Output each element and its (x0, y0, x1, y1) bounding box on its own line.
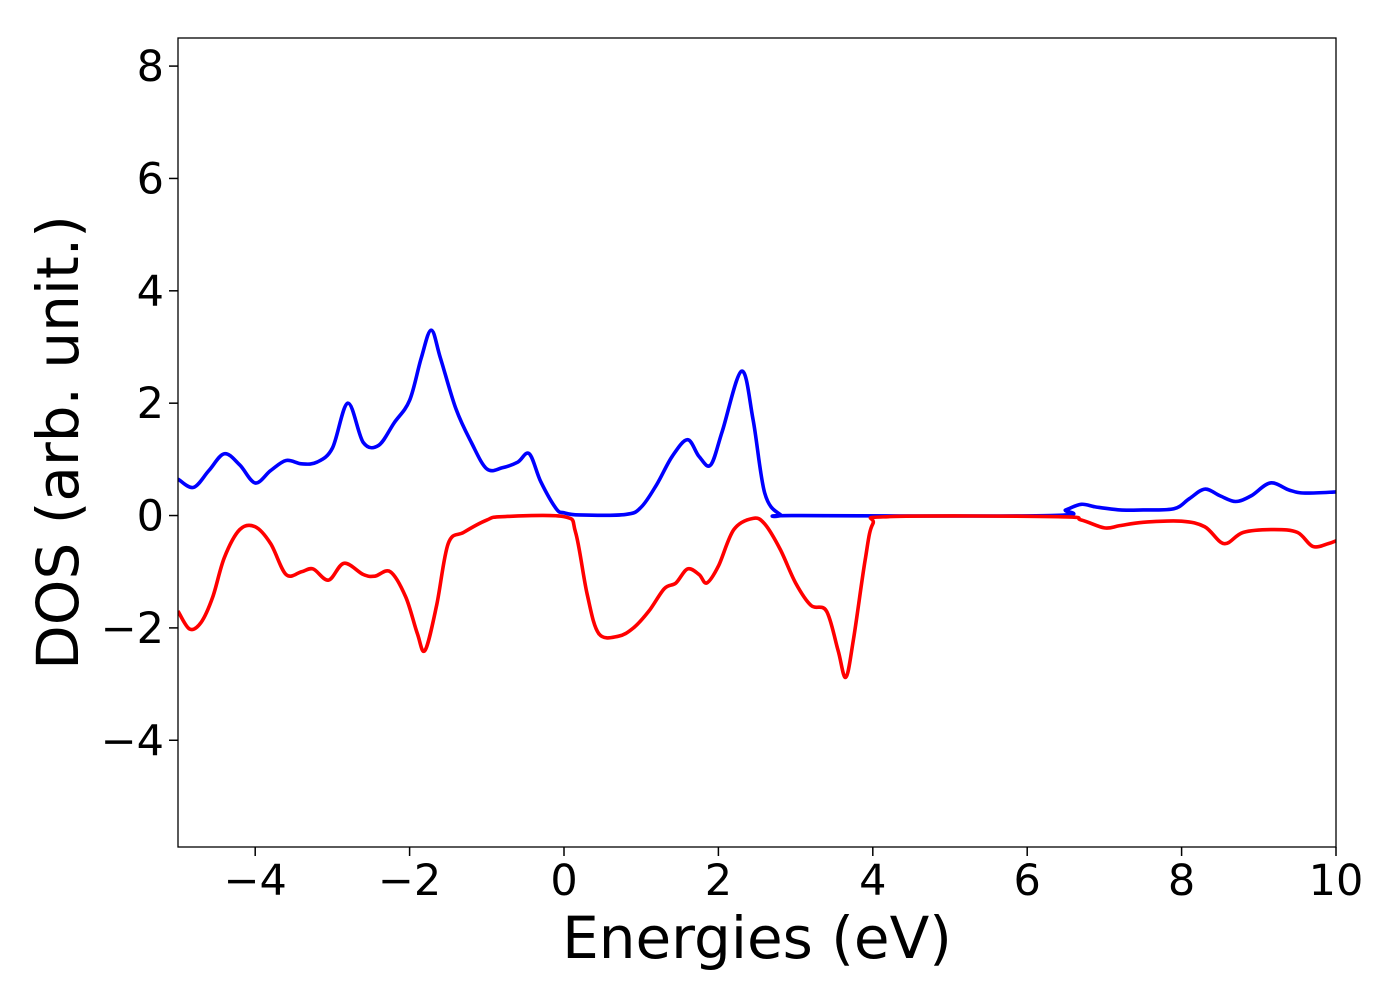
y-tick-label: 8 (137, 42, 164, 92)
x-axis: −4 −2 0 2 4 6 8 10 (224, 847, 1364, 906)
y-tick-label: 4 (137, 267, 164, 317)
x-tick-label: 0 (550, 856, 577, 906)
series-layer (178, 328, 1336, 680)
y-tick-label: −4 (101, 716, 164, 766)
x-tick-label: 4 (859, 856, 886, 906)
series-line-1 (178, 328, 1336, 519)
y-axis-label: DOS (arb. unit.) (24, 215, 92, 670)
x-tick-label: 2 (705, 856, 732, 906)
x-axis-label: Energies (eV) (562, 904, 952, 972)
plot-frame (177, 37, 1337, 848)
x-tick-label: 6 (1014, 856, 1041, 906)
y-tick-label: −2 (101, 604, 164, 654)
x-tick-label: −2 (378, 856, 441, 906)
y-tick-label: 0 (137, 492, 164, 542)
series-line-2 (178, 513, 1336, 680)
x-tick-label: −4 (224, 856, 287, 906)
y-tick-label: 2 (137, 379, 164, 429)
x-tick-label: 8 (1168, 856, 1195, 906)
y-axis: −4 −2 0 2 4 6 8 (101, 42, 178, 766)
x-tick-label: 10 (1309, 856, 1364, 906)
y-tick-label: 6 (137, 154, 164, 204)
